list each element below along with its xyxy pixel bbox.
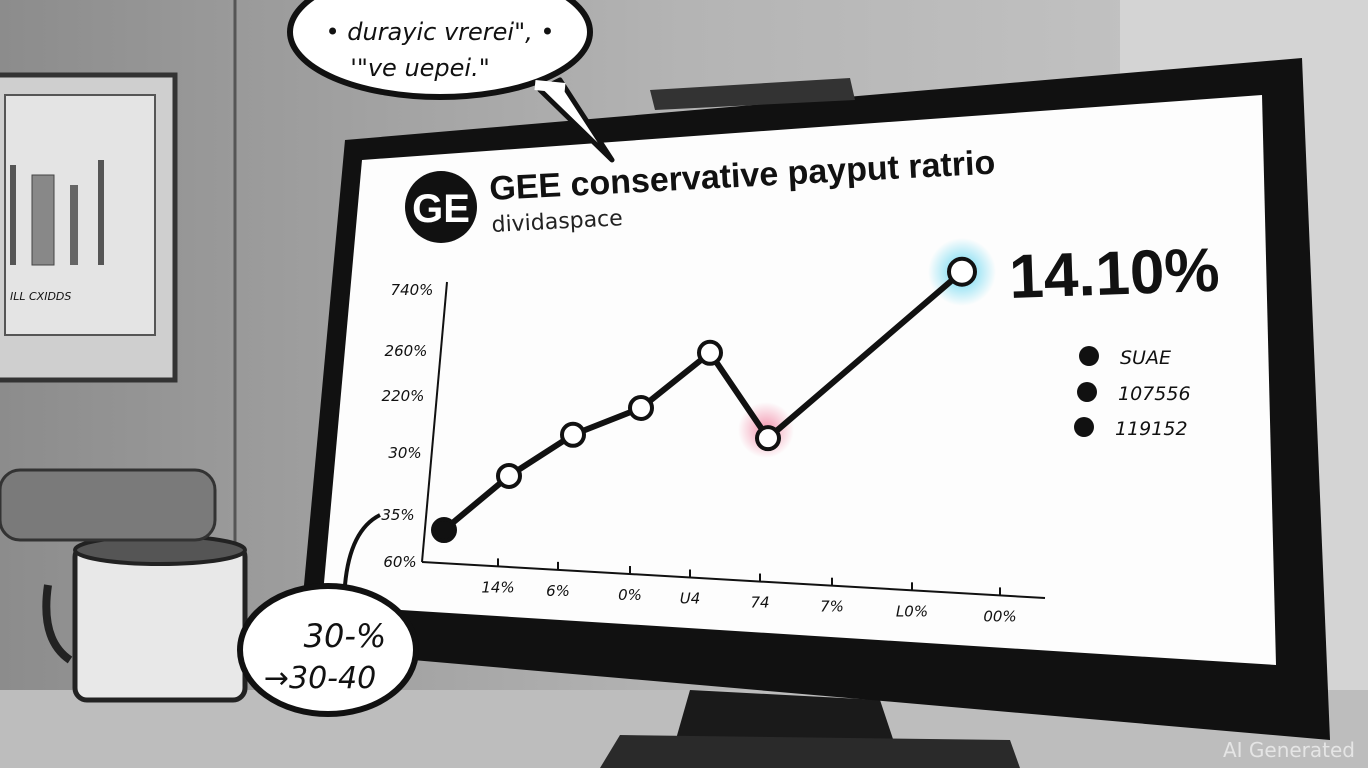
data-point [697, 339, 723, 366]
x-axis [421, 561, 1046, 599]
x-tick-label: U4 [680, 589, 701, 607]
y-tick-label: 30% [388, 444, 421, 462]
desk-object [0, 468, 217, 542]
monitor-top-bar [650, 78, 855, 110]
legend-label: SUAE [1120, 347, 1171, 369]
line-chart: 60% 35% 30% 220% 260% 740% 14% 6% 0% U4 74 7% L0% 00… [381, 238, 1046, 625]
speech-line: • durayic vrerei", • [325, 18, 554, 46]
x-tick-label: 74 [750, 594, 769, 612]
monitor-screen [322, 95, 1276, 665]
legend-label: 119152 [1115, 418, 1188, 440]
mug [42, 534, 248, 703]
legend-marker [1074, 417, 1094, 437]
x-tick-label: L0% [896, 602, 928, 620]
annotation-line: →30-40 [264, 661, 376, 696]
highlight-value: 14.10% [1008, 236, 1221, 312]
watermark: AI Generated [1223, 738, 1355, 762]
x-tick-label: 00% [983, 607, 1016, 625]
data-point [560, 421, 586, 448]
data-point [496, 462, 522, 489]
brand-logo: GE [405, 171, 477, 243]
data-point [947, 256, 977, 287]
y-tick-label: 60% [383, 553, 416, 571]
y-tick-label: 260% [385, 342, 428, 360]
legend-label: 107556 [1118, 383, 1191, 405]
annotation-line: 30-% [304, 617, 387, 655]
y-tick-label: 35% [381, 506, 414, 524]
x-tick-label: 0% [618, 586, 642, 604]
data-point [628, 394, 654, 421]
x-tick-label: 14% [481, 578, 514, 596]
legend-marker [1077, 382, 1097, 402]
wall-picture: ILL CXIDDS [0, 72, 178, 383]
x-tick-label: 7% [820, 598, 844, 616]
speech-bubble: • durayic vrerei", • '"ve uepei." [287, 0, 615, 163]
legend-marker [1079, 346, 1099, 366]
y-tick-label: 740% [391, 281, 434, 299]
y-tick-label: 220% [382, 387, 425, 405]
data-point [431, 517, 457, 544]
data-point [755, 425, 781, 452]
speech-line: '"ve uepei." [350, 54, 490, 82]
y-axis [421, 281, 448, 563]
annotation-bubble: 30-% →30-40 [237, 513, 419, 717]
x-tick-label: 6% [546, 582, 570, 600]
monitor-base [600, 735, 1020, 768]
wall-picture-caption: ILL CXIDDS [10, 290, 71, 303]
logo-text: GE [412, 187, 470, 231]
legend: SUAE 107556 119152 [1074, 346, 1191, 440]
